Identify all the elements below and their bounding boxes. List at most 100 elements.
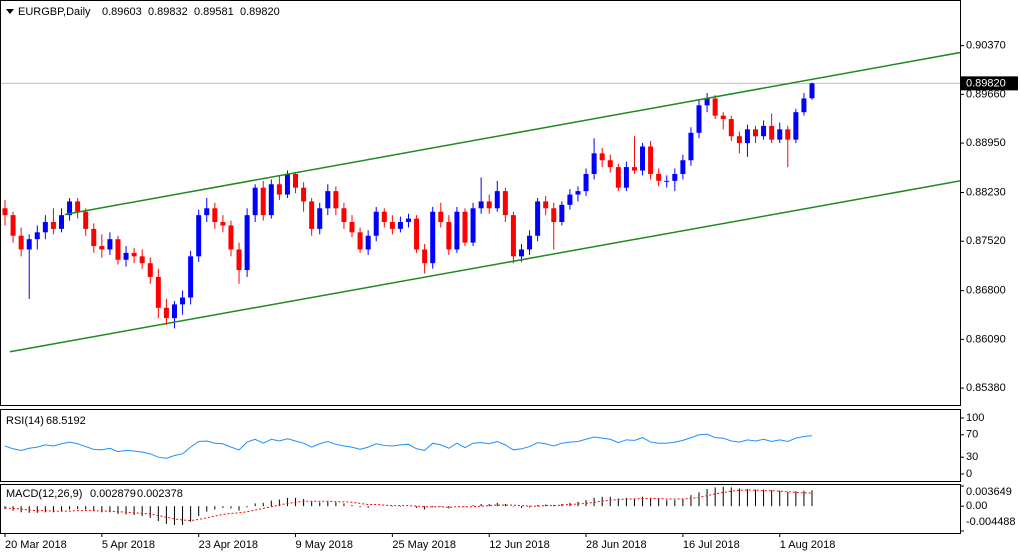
candle-body <box>769 125 775 140</box>
candle-body <box>212 208 218 223</box>
candle-body <box>414 218 420 250</box>
y-tick-label: 0.003649 <box>966 486 1012 498</box>
candle-body <box>672 173 678 181</box>
x-tick-label: 1 Aug 2018 <box>780 539 836 551</box>
candle-body <box>446 222 452 250</box>
candle-body <box>34 232 40 240</box>
candle-body <box>180 297 186 305</box>
x-tick-label: 28 Jun 2018 <box>586 539 647 551</box>
candle-body <box>107 239 113 250</box>
y-tick-label: 0.88230 <box>966 186 1006 198</box>
candle-body <box>58 215 64 229</box>
candle-body <box>357 232 363 250</box>
rsi-panel <box>0 409 961 482</box>
high-value: 0.89832 <box>148 6 188 18</box>
candle-body <box>502 191 508 216</box>
candle-body <box>228 225 234 250</box>
y-tick-label: 0.89660 <box>966 88 1006 100</box>
candle-body <box>236 249 242 271</box>
candle-body <box>510 215 516 257</box>
candle-body <box>349 222 355 233</box>
candle-body <box>761 125 767 137</box>
candle-body <box>268 184 274 216</box>
candle-body <box>83 211 89 229</box>
last-price-label: 0.89820 <box>966 77 1006 89</box>
y-tick-label: 100 <box>966 412 984 424</box>
candle-body <box>623 167 629 188</box>
y-tick-label: 30 <box>966 451 978 463</box>
y-tick-label: 0.88950 <box>966 137 1006 149</box>
candle-body <box>801 98 807 113</box>
candle-body <box>317 208 323 229</box>
candle-body <box>406 218 411 223</box>
candle-body <box>284 173 290 195</box>
candle-body <box>171 304 177 319</box>
candle-body <box>720 115 726 120</box>
candle-body <box>341 208 347 223</box>
y-tick-label: 0.85380 <box>966 382 1006 394</box>
y-tick-label: 70 <box>966 429 978 441</box>
rsi-value: 68.5192 <box>46 415 86 427</box>
candle-body <box>631 167 637 171</box>
candle-body <box>75 201 81 212</box>
candle-body <box>333 191 339 209</box>
x-tick-label: 25 May 2018 <box>392 539 456 551</box>
candle-body <box>559 204 565 223</box>
candle-body <box>696 105 702 133</box>
candle-body <box>607 160 613 168</box>
candle-body <box>785 129 791 140</box>
candle-body <box>640 146 646 171</box>
chart-title: EURGBP,Daily <box>18 6 91 18</box>
x-tick-label: 23 Apr 2018 <box>199 539 258 551</box>
candle-body <box>293 173 299 188</box>
macd-panel <box>0 484 961 534</box>
candle-body <box>462 211 468 243</box>
candle-body <box>430 211 436 264</box>
last-price-box <box>961 76 1018 91</box>
candle-body <box>478 201 484 209</box>
candle-body <box>744 129 750 144</box>
candle-body <box>777 129 783 140</box>
candle-body <box>704 98 710 106</box>
candle-body <box>123 252 129 260</box>
candle-body <box>551 208 557 223</box>
candle-body <box>67 201 73 216</box>
candle-body <box>688 132 694 161</box>
candle-body <box>188 256 194 298</box>
x-tick-label: 9 May 2018 <box>296 539 353 551</box>
candle-body <box>2 208 8 216</box>
candle-body <box>155 276 161 308</box>
candle-body <box>260 187 266 216</box>
y-tick-label: 0.87520 <box>966 235 1006 247</box>
rsi-title: RSI(14) <box>6 415 44 427</box>
candle-body <box>422 249 428 264</box>
macd-value: 0.002879 <box>90 488 136 500</box>
candle-body <box>527 235 533 250</box>
macd-title: MACD(12,26,9) <box>6 488 82 500</box>
candle-body <box>712 98 718 116</box>
channel-line <box>9 180 960 353</box>
candle-body <box>365 235 371 250</box>
candle-body <box>196 215 202 257</box>
y-tick-label: 0 <box>966 468 972 480</box>
x-tick-label: 16 Jul 2018 <box>683 539 740 551</box>
y-tick-label: 0.90370 <box>966 40 1006 52</box>
candle-body <box>163 307 169 319</box>
candle-body <box>309 201 315 229</box>
candle-body <box>91 228 97 247</box>
menu-arrow <box>6 9 14 14</box>
candle-body <box>381 211 387 223</box>
candle-body <box>26 239 32 250</box>
candle-body <box>591 153 597 174</box>
candle-body <box>615 167 621 188</box>
rsi-line <box>4 433 813 459</box>
candle-body <box>325 191 331 209</box>
candle-body <box>50 222 56 229</box>
candle-body <box>470 208 476 243</box>
channel-line <box>64 51 960 216</box>
candle-body <box>728 119 734 137</box>
y-tick-label: 0.86090 <box>966 333 1006 345</box>
candle-body <box>809 83 815 99</box>
